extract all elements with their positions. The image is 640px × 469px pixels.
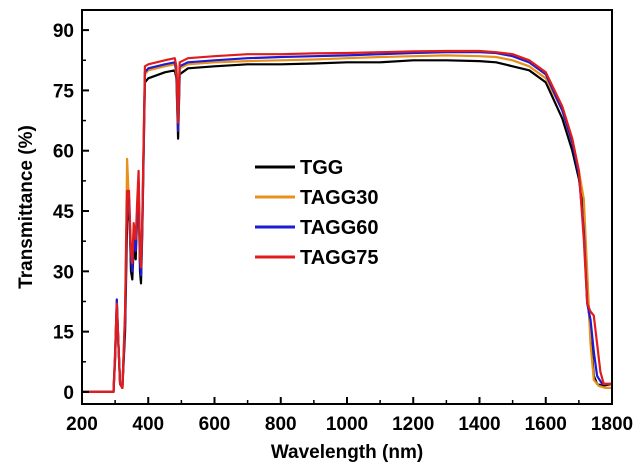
x-axis: 200 400 600 800 1000 1200 1400 1600 1800	[66, 397, 633, 435]
y-tick-label: 15	[53, 323, 75, 344]
legend-label-tagg75: TAGG75	[300, 247, 379, 269]
legend-label-tgg: TGG	[300, 157, 343, 179]
y-tick-label: 0	[63, 383, 74, 404]
x-tick-label: 1400	[458, 414, 500, 435]
legend-label-tagg30: TAGG30	[300, 187, 379, 209]
series-line-tagg75	[82, 49, 612, 393]
legend-label-tagg60: TAGG60	[300, 217, 379, 239]
x-tick-label: 1800	[591, 414, 633, 435]
x-tick-label: 400	[132, 414, 164, 435]
y-tick-label: 30	[53, 262, 74, 283]
series-lines	[82, 49, 613, 393]
y-axis-title: Transmittance (%)	[16, 125, 37, 289]
y-tick-label: 60	[53, 142, 74, 163]
y-axis: 0 15 30 45 60 75 90	[53, 21, 89, 404]
x-tick-label: 600	[199, 414, 231, 435]
x-tick-label: 1000	[326, 414, 368, 435]
x-tick-label: 1600	[525, 414, 567, 435]
x-tick-label: 800	[265, 414, 297, 435]
x-tick-label: 200	[66, 414, 98, 435]
legend: TGG TAGG30 TAGG60 TAGG75	[255, 157, 379, 269]
x-tick-label: 1200	[392, 414, 434, 435]
x-axis-title: Wavelength (nm)	[271, 442, 423, 463]
y-tick-label: 45	[53, 202, 75, 223]
y-tick-label: 75	[53, 81, 75, 102]
y-tick-label: 90	[53, 21, 74, 42]
